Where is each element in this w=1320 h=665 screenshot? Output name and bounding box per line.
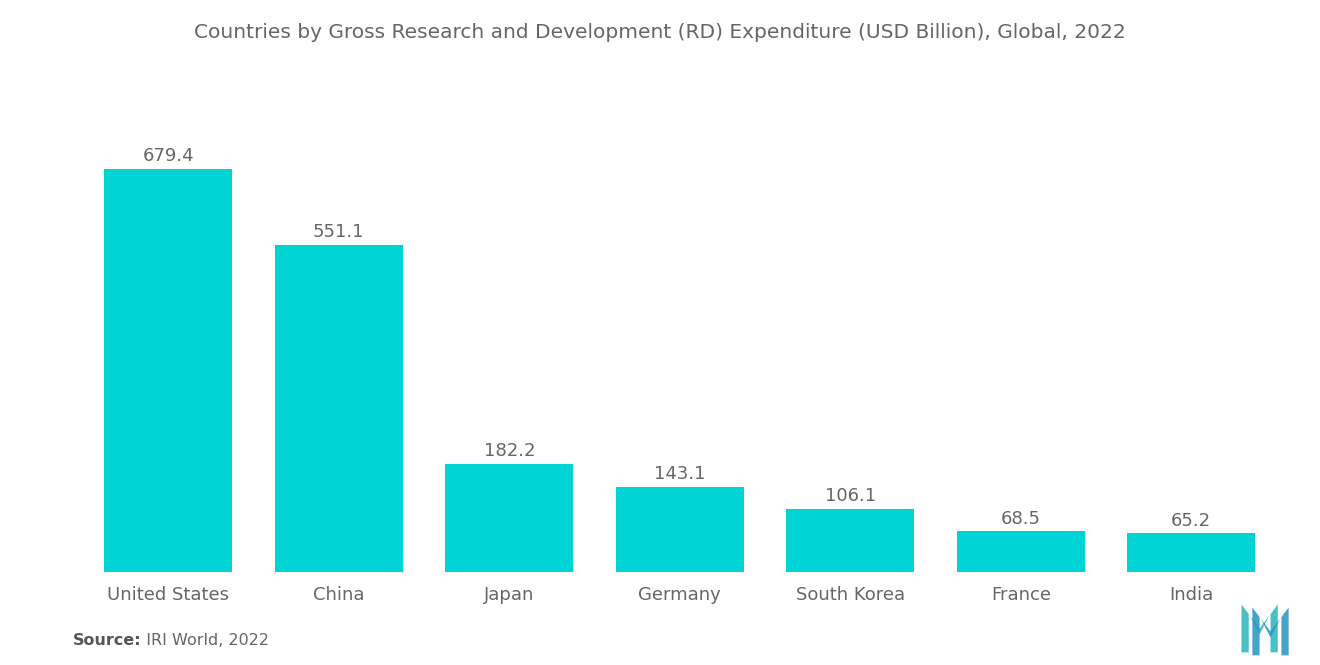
Bar	[787, 509, 915, 572]
Text: 679.4: 679.4	[143, 147, 194, 165]
Text: IRI World, 2022: IRI World, 2022	[136, 633, 269, 648]
Text: 143.1: 143.1	[653, 465, 706, 483]
Text: 551.1: 551.1	[313, 223, 364, 241]
Text: 106.1: 106.1	[825, 487, 876, 505]
Bar	[957, 531, 1085, 572]
Text: 182.2: 182.2	[483, 442, 535, 460]
Text: 68.5: 68.5	[1001, 509, 1040, 527]
Text: 65.2: 65.2	[1171, 511, 1212, 529]
Text: Countries by Gross Research and Development (RD) Expenditure (USD Billion), Glob: Countries by Gross Research and Developm…	[194, 23, 1126, 43]
Bar	[275, 245, 403, 572]
Text: Source:: Source:	[73, 633, 141, 648]
Bar	[1127, 533, 1255, 572]
Bar	[445, 464, 573, 572]
Bar	[104, 168, 232, 572]
Bar	[616, 487, 743, 572]
